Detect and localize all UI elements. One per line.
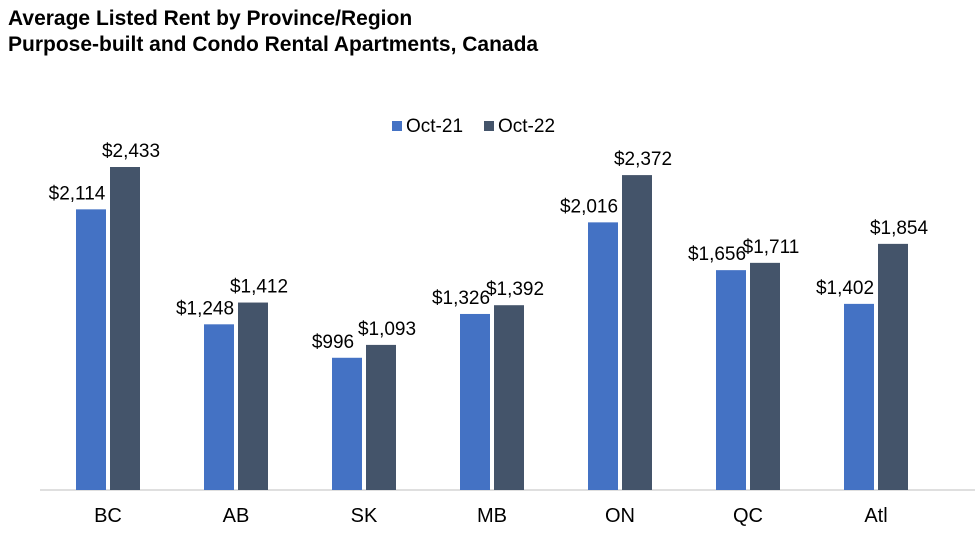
data-label-oct-22-bc: $2,433 [102,141,160,162]
data-label-oct-21-sk: $996 [312,332,354,353]
bar-oct-21-qc [716,270,746,490]
data-label-oct-22-mb: $1,392 [486,279,544,300]
data-label-oct-21-on: $2,016 [560,196,618,217]
x-tick-label-on: ON [605,505,635,527]
legend-label-oct-21: Oct-21 [406,116,463,137]
legend-swatch-oct-22 [484,121,494,131]
bar-oct-21-atl [844,303,874,490]
bar-oct-22-ab [238,302,268,490]
data-label-oct-22-ab: $1,412 [230,277,288,298]
chart-title: Average Listed Rent by Province/Region [8,7,413,30]
legend-swatch-oct-21 [392,121,402,131]
data-label-oct-21-ab: $1,248 [176,298,234,319]
data-label-oct-22-sk: $1,093 [358,319,416,340]
chart-subtitle: Purpose-built and Condo Rental Apartment… [8,33,539,56]
x-tick-label-sk: SK [351,505,378,527]
data-label-oct-21-qc: $1,656 [688,244,746,265]
data-label-oct-21-bc: $2,114 [49,183,106,204]
bar-oct-22-bc [110,167,140,490]
bar-oct-21-sk [332,357,362,490]
x-tick-label-ab: AB [223,505,250,527]
data-label-oct-22-on: $2,372 [614,149,672,170]
bar-oct-21-bc [76,209,106,490]
bar-oct-22-qc [750,262,780,490]
bar-oct-21-ab [204,324,234,490]
legend-label-oct-22: Oct-22 [498,116,555,137]
x-tick-label-qc: QC [733,505,763,527]
bar-oct-22-atl [878,243,908,490]
data-label-oct-22-atl: $1,854 [870,218,929,239]
x-tick-label-bc: BC [94,505,122,527]
bar-oct-22-mb [494,305,524,490]
bar-oct-22-sk [366,344,396,490]
x-tick-label-mb: MB [477,505,507,527]
bar-oct-22-on [622,175,652,490]
bar-oct-21-mb [460,313,490,490]
data-label-oct-22-qc: $1,711 [743,237,800,258]
x-tick-label-atl: Atl [864,505,887,527]
data-label-oct-21-atl: $1,402 [816,278,874,299]
bar-oct-21-on [588,222,618,490]
data-label-oct-21-mb: $1,326 [432,288,490,309]
